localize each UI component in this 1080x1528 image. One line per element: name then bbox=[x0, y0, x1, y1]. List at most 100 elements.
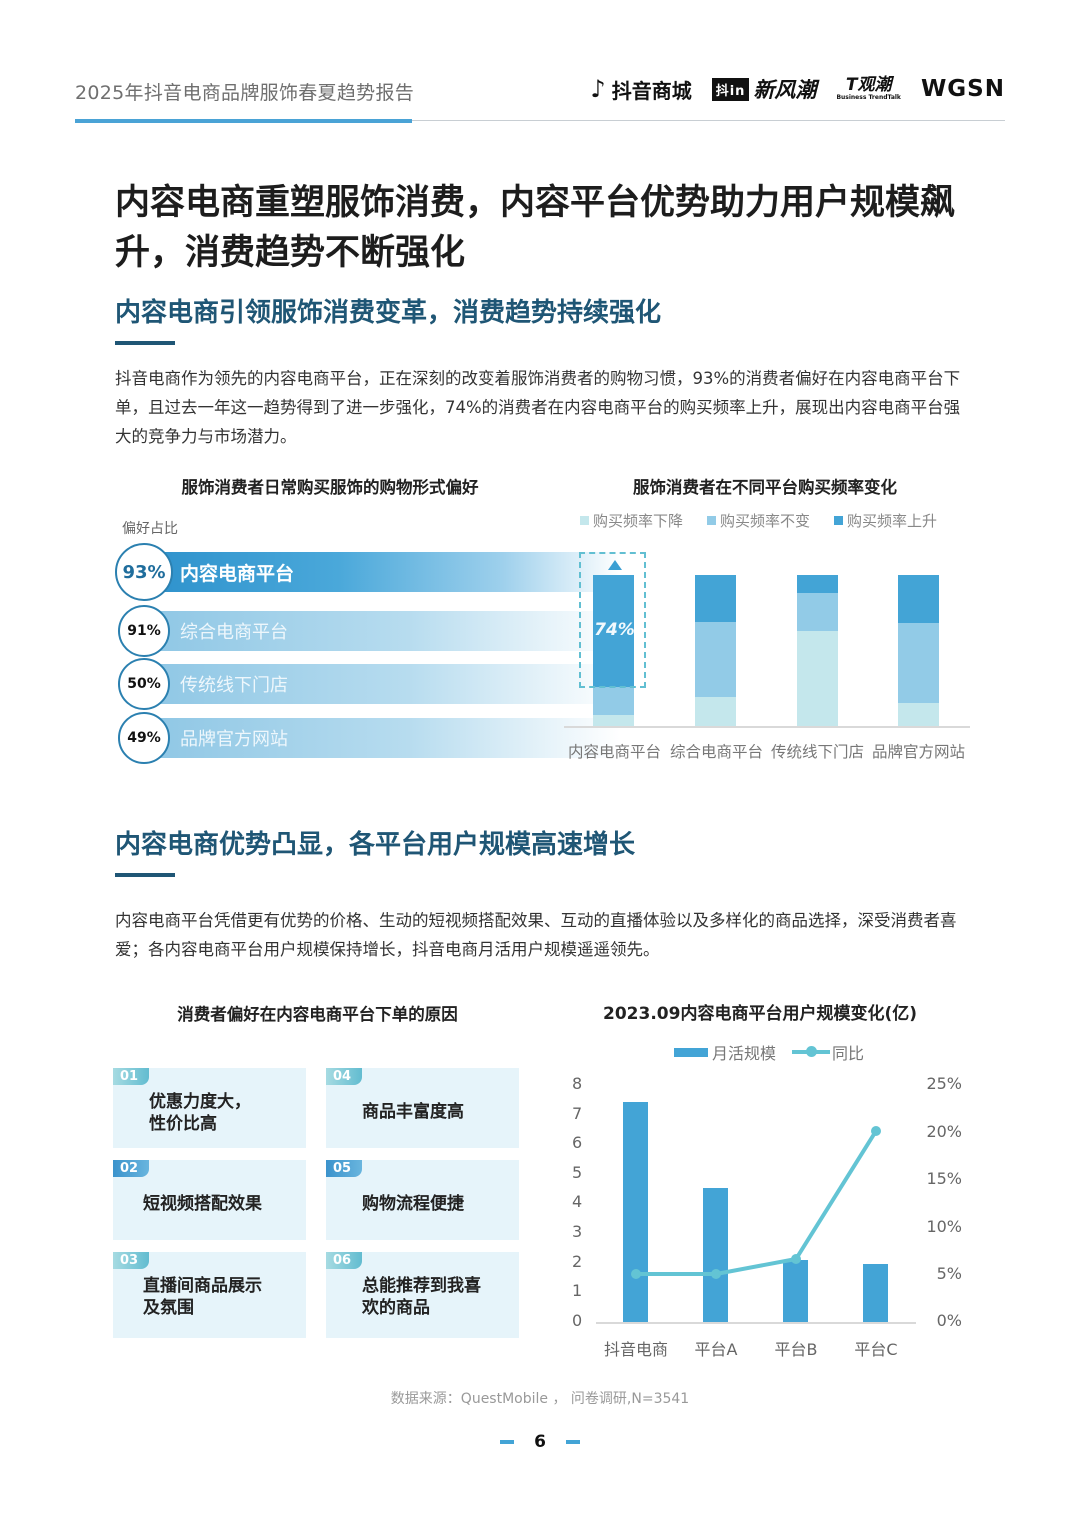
legend-label: 同比 bbox=[832, 1044, 865, 1063]
segment-increase bbox=[898, 575, 939, 624]
music-note-icon: ♪ bbox=[590, 75, 606, 103]
xinfengchao-box: 抖in bbox=[711, 77, 750, 101]
guanchao-subtext: Business TrendTalk bbox=[836, 94, 901, 101]
reason-text: 总能推荐到我喜 欢的商品 bbox=[362, 1275, 481, 1319]
reason-text-line: 总能推荐到我喜 bbox=[362, 1276, 481, 1296]
reason-card-05: 05 购物流程便捷 bbox=[326, 1160, 519, 1240]
reasons-title: 消费者偏好在内容电商平台下单的原因 bbox=[177, 1005, 458, 1024]
highlight-dashed-box bbox=[579, 552, 646, 688]
segment-same bbox=[593, 686, 634, 716]
x-axis-line bbox=[564, 726, 970, 728]
douyin-mall-logo: ♪ 抖音商城 bbox=[590, 75, 691, 104]
x-tick-label: 平台B bbox=[774, 1340, 818, 1359]
reason-text: 直播间商品展示 及氛围 bbox=[143, 1275, 262, 1319]
y-left-tick: 5 bbox=[572, 1163, 583, 1182]
pref-value-badge: 50% bbox=[118, 658, 170, 710]
segment-increase bbox=[593, 575, 634, 687]
y-left-tick: 1 bbox=[572, 1281, 583, 1300]
y-left-tick: 6 bbox=[572, 1133, 583, 1152]
y-left-tick: 8 bbox=[572, 1074, 583, 1093]
x-tick-label: 平台A bbox=[694, 1340, 738, 1359]
x-tick-label: 抖音电商 bbox=[603, 1340, 668, 1359]
reason-text-line: 欢的商品 bbox=[362, 1298, 430, 1318]
legend-item-mau: 月活规模 bbox=[674, 1040, 776, 1064]
legend-item-increase: 购买频率上升 bbox=[834, 510, 937, 531]
pref-label: 综合电商平台 bbox=[180, 622, 288, 643]
x-tick-label: 传统线下门店 bbox=[770, 743, 864, 761]
x-tick-label: 内容电商平台 bbox=[567, 743, 661, 761]
y-right-tick: 5% bbox=[936, 1264, 962, 1283]
y-right-tick: 10% bbox=[926, 1217, 962, 1236]
pref-bar bbox=[150, 611, 620, 651]
xinfengchao-text: 新风潮 bbox=[753, 78, 817, 102]
header-divider bbox=[75, 120, 1005, 121]
x-tick-label: 品牌官方网站 bbox=[871, 743, 965, 761]
pref-value-badge: 93% bbox=[115, 543, 173, 601]
swatch-icon bbox=[580, 516, 589, 525]
pref-bar bbox=[150, 552, 620, 592]
legend-item-decrease: 购买频率下降 bbox=[580, 510, 683, 531]
report-title: 2025年抖音电商品牌服饰春夏趋势报告 bbox=[75, 82, 415, 104]
section1-underline bbox=[115, 341, 175, 345]
y-right-tick: 15% bbox=[926, 1169, 962, 1188]
segment-same bbox=[898, 623, 939, 704]
x-axis-line bbox=[596, 1322, 916, 1324]
section2-title: 内容电商优势凸显，各平台用户规模高速增长 bbox=[115, 830, 636, 860]
pref-label: 传统线下门店 bbox=[180, 675, 288, 696]
page-header: 2025年抖音电商品牌服饰春夏趋势报告 ♪ 抖音商城 抖in 新风潮 T观潮 B… bbox=[75, 70, 1005, 126]
mau-bar-platform-a bbox=[703, 1188, 728, 1322]
pref-value-badge: 91% bbox=[118, 605, 170, 657]
reason-card-04: 04 商品丰富度高 bbox=[326, 1068, 519, 1148]
pref-chart-title: 服饰消费者日常购买服饰的购物形式偏好 bbox=[181, 478, 479, 497]
legend-label: 月活规模 bbox=[712, 1044, 777, 1063]
swatch-icon bbox=[707, 516, 717, 525]
x-tick-label: 平台C bbox=[854, 1340, 898, 1359]
y-left-tick: 7 bbox=[572, 1104, 583, 1123]
guanchao-text: T观潮 bbox=[845, 75, 892, 95]
segment-decrease bbox=[797, 630, 838, 726]
legend-label: 购买频率不变 bbox=[720, 512, 811, 530]
stacked-bar-4 bbox=[898, 575, 939, 726]
legend-item-yoy: 同比 bbox=[792, 1040, 864, 1064]
reason-text: 商品丰富度高 bbox=[362, 1102, 464, 1122]
swatch-icon bbox=[834, 516, 844, 525]
reason-card-02: 02 短视频搭配效果 bbox=[113, 1160, 306, 1240]
segment-same bbox=[797, 593, 838, 631]
page-number: 6 bbox=[534, 1432, 546, 1452]
reason-number-badge: 06 bbox=[326, 1252, 362, 1269]
y-right-tick: 25% bbox=[926, 1074, 962, 1093]
bar-swatch-icon bbox=[674, 1047, 708, 1057]
header-divider-accent bbox=[75, 119, 412, 123]
reason-card-01: 01 优惠力度大， 性价比高 bbox=[113, 1068, 306, 1148]
reason-text: 优惠力度大， 性价比高 bbox=[149, 1091, 251, 1135]
stacked-bar-1 bbox=[593, 575, 634, 726]
y-right-tick: 0% bbox=[936, 1311, 962, 1330]
reason-card-06: 06 总能推荐到我喜 欢的商品 bbox=[326, 1252, 519, 1338]
y-right-tick: 20% bbox=[926, 1122, 962, 1141]
mau-bar-douyin bbox=[623, 1102, 648, 1322]
xinfengchao-logo: 抖in 新风潮 bbox=[711, 74, 817, 104]
partner-logos: ♪ 抖音商城 抖in 新风潮 T观潮 Business TrendTalk WG… bbox=[590, 74, 1005, 104]
reason-number-badge: 03 bbox=[113, 1252, 149, 1269]
wgsn-logo: WGSN bbox=[920, 76, 1005, 102]
combo-chart-legend: 月活规模 同比 bbox=[674, 1040, 864, 1064]
freq-chart-title: 服饰消费者在不同平台购买频率变化 bbox=[633, 478, 897, 497]
segment-decrease bbox=[593, 715, 634, 726]
y-left-tick: 0 bbox=[572, 1311, 583, 1330]
segment-increase bbox=[797, 575, 838, 594]
reason-text: 购物流程便捷 bbox=[362, 1194, 464, 1214]
pref-bar bbox=[150, 664, 620, 704]
reason-text-line: 优惠力度大， bbox=[149, 1092, 251, 1112]
segment-increase bbox=[695, 575, 736, 622]
reason-text-line: 直播间商品展示 bbox=[143, 1276, 262, 1296]
douyin-mall-text: 抖音商城 bbox=[611, 78, 692, 103]
section1-paragraph: 抖音电商作为领先的内容电商平台，正在深刻的改变着服饰消费者的购物习惯，93%的消… bbox=[115, 369, 961, 446]
mau-bar-platform-c bbox=[863, 1264, 888, 1322]
line-marker-icon bbox=[792, 1046, 831, 1057]
y-left-tick: 3 bbox=[572, 1222, 583, 1241]
pref-label: 内容电商平台 bbox=[180, 562, 295, 585]
pref-label: 品牌官方网站 bbox=[180, 729, 288, 750]
pager-dash-left bbox=[500, 1440, 515, 1444]
mau-bar-platform-b bbox=[783, 1260, 808, 1322]
